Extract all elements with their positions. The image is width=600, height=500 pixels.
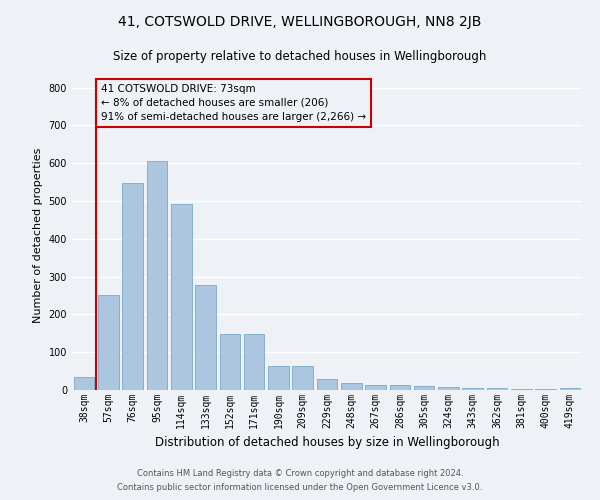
Bar — [244, 334, 265, 390]
Bar — [535, 389, 556, 390]
Bar — [171, 204, 191, 390]
Bar — [438, 388, 459, 390]
Text: 41 COTSWOLD DRIVE: 73sqm
← 8% of detached houses are smaller (206)
91% of semi-d: 41 COTSWOLD DRIVE: 73sqm ← 8% of detache… — [101, 84, 366, 122]
Bar — [365, 386, 386, 390]
Bar — [560, 388, 580, 390]
Bar — [195, 285, 216, 390]
Bar — [414, 386, 434, 390]
Bar — [317, 378, 337, 390]
Bar — [292, 366, 313, 390]
Text: Contains public sector information licensed under the Open Government Licence v3: Contains public sector information licen… — [118, 484, 482, 492]
Bar — [511, 389, 532, 390]
Bar — [122, 183, 143, 390]
Bar — [98, 296, 119, 390]
X-axis label: Distribution of detached houses by size in Wellingborough: Distribution of detached houses by size … — [155, 436, 499, 450]
Text: 41, COTSWOLD DRIVE, WELLINGBOROUGH, NN8 2JB: 41, COTSWOLD DRIVE, WELLINGBOROUGH, NN8 … — [118, 15, 482, 29]
Bar — [268, 366, 289, 390]
Bar — [487, 388, 508, 390]
Bar — [74, 377, 94, 390]
Text: Contains HM Land Registry data © Crown copyright and database right 2024.: Contains HM Land Registry data © Crown c… — [137, 468, 463, 477]
Bar — [220, 334, 240, 390]
Bar — [146, 160, 167, 390]
Bar — [389, 386, 410, 390]
Y-axis label: Number of detached properties: Number of detached properties — [33, 148, 43, 322]
Bar — [463, 388, 483, 390]
Bar — [341, 383, 362, 390]
Text: Size of property relative to detached houses in Wellingborough: Size of property relative to detached ho… — [113, 50, 487, 63]
